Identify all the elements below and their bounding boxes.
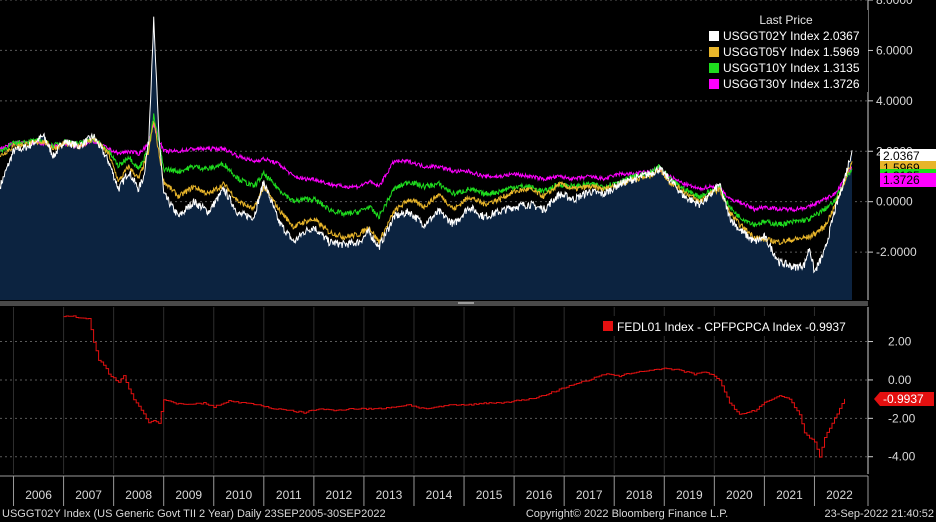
footer-copyright: Copyright© 2022 Bloomberg Finance L.P.	[526, 508, 728, 520]
x-tick-label: 2008	[125, 488, 152, 502]
last-price-badge	[880, 149, 936, 163]
footer-description: USGGT02Y Index (US Generic Govt TII 2 Ye…	[2, 508, 386, 520]
x-tick-label: 2019	[676, 488, 703, 502]
legend-box	[704, 10, 868, 92]
lower-panel: 2.00 0.00 -2.00 -4.00 -0.9937 FEDL01 Index -…	[0, 307, 934, 474]
x-tick-label: 2007	[75, 488, 102, 502]
last-price-badge	[880, 173, 936, 187]
upper-panel: 8.00006.00004.00002.00000.0000-2.00002.0…	[0, 0, 936, 300]
legend-entry: USGGT05Y Index 1.5969	[723, 45, 860, 59]
x-tick-label: 2006	[25, 488, 52, 502]
series-line-spread	[63, 315, 845, 458]
spread-lines	[63, 315, 845, 458]
series-line-usggt02y	[0, 16, 853, 274]
upper-tick-label: 0.0000	[876, 195, 913, 209]
upper-legend: Last Price USGGT02Y Index 2.0367 USGGT05Y…	[704, 10, 868, 92]
x-tick-label: 2020	[726, 488, 753, 502]
upper-tick-label: -2.0000	[876, 245, 917, 259]
lower-tick-label: -2.00	[888, 411, 916, 425]
series-line-usggt05y	[0, 120, 853, 246]
footer-bar	[0, 506, 936, 522]
legend-entry: FEDL01 Index - CPFPCPCA Index -0.9937	[617, 320, 846, 334]
legend-swatch	[709, 47, 719, 57]
divider-handle[interactable]	[458, 302, 474, 304]
x-tick-label: 2022	[826, 488, 853, 502]
last-value-text: -0.9937	[883, 392, 924, 406]
x-tick-label: 2012	[326, 488, 353, 502]
x-tick-label: 2016	[526, 488, 553, 502]
x-tick-label: 2013	[376, 488, 403, 502]
x-tick-label: 2011	[276, 488, 302, 502]
panel-divider[interactable]	[0, 301, 868, 306]
lower-legend-box	[598, 316, 864, 336]
legend-entry: USGGT02Y Index 2.0367	[723, 29, 860, 43]
lower-y-axis: 2.00 0.00 -2.00 -4.00 -0.9937	[867, 307, 934, 474]
legend-swatch	[709, 31, 719, 41]
x-tick-label: 2015	[476, 488, 503, 502]
lower-tick-label: 0.00	[888, 373, 912, 387]
yield-area-fill	[0, 16, 852, 300]
upper-y-axis: 8.00006.00004.00002.00000.0000-2.00002.0…	[867, 0, 936, 300]
upper-tick-label: 8.0000	[876, 0, 913, 7]
x-tick-label: 2014	[426, 488, 453, 502]
legend-swatch	[709, 79, 719, 89]
series-line-usggt30y	[0, 123, 852, 213]
upper-tick-label: 6.0000	[876, 43, 913, 57]
yield-area	[0, 16, 852, 300]
legend-swatch	[709, 63, 719, 73]
legend-title: Last Price	[759, 13, 813, 27]
x-tick-label: 2017	[576, 488, 603, 502]
lower-legend: FEDL01 Index - CPFPCPCA Index -0.9937	[598, 316, 864, 336]
x-tick-label: 2010	[225, 488, 252, 502]
lower-tick-label: -4.00	[888, 450, 916, 464]
last-price-value: 1.3726	[883, 173, 920, 187]
x-axis: 2006 2007 2008 2009 2010 2011 2012 2013 2014 2015…	[0, 475, 869, 506]
x-tick-label: 2009	[175, 488, 202, 502]
last-price-value: 2.0367	[883, 149, 920, 163]
last-value-badge	[874, 391, 934, 406]
yield-lines	[0, 16, 853, 274]
legend-entry: USGGT10Y Index 1.3135	[723, 61, 860, 75]
legend-entry: USGGT30Y Index 1.3726	[723, 77, 860, 91]
legend-swatch	[603, 321, 613, 331]
footer-timestamp: 23-Sep-2022 21:40:52	[825, 508, 934, 520]
lower-tick-label: 2.00	[888, 335, 912, 349]
x-tick-label: 2021	[776, 488, 803, 502]
x-tick-label: 2018	[626, 488, 653, 502]
upper-tick-label: 4.0000	[876, 94, 913, 108]
